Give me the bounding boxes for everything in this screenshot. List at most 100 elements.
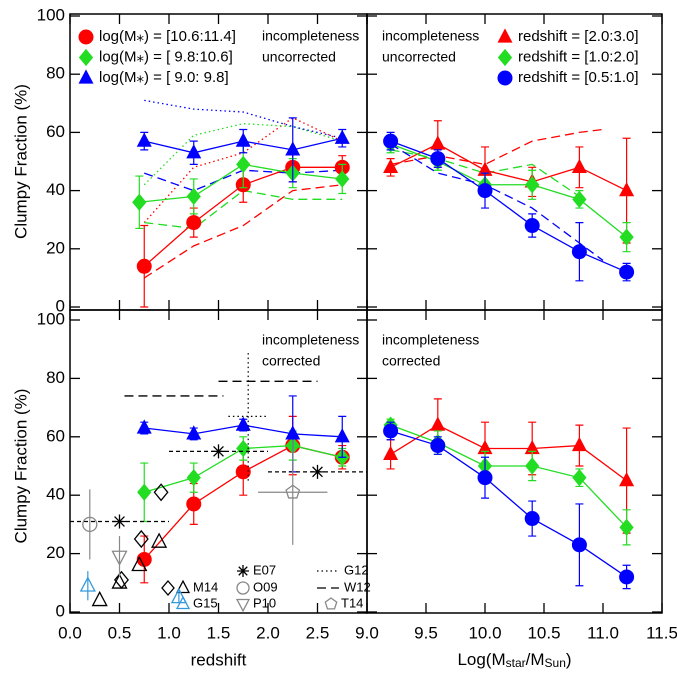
- legend-label: log(M⁎) = [ 9.8:10.6]: [99, 48, 233, 65]
- data-point: [235, 464, 251, 480]
- data-point: [619, 181, 635, 197]
- x-axis-label-part: ): [566, 650, 572, 669]
- reference-point: [113, 570, 129, 589]
- data-point: [477, 470, 493, 486]
- data-point: [136, 132, 152, 147]
- y-tick-label: 60: [46, 426, 65, 445]
- annotation: uncorrected: [262, 49, 336, 65]
- panel-frame: [69, 309, 368, 614]
- model-line: [143, 184, 343, 279]
- data-point: [186, 469, 201, 487]
- legend-label: log(M⁎) = [ 9.0: 9.8]: [99, 69, 229, 86]
- y-tick-label: 0: [56, 296, 65, 315]
- series-line: [390, 424, 628, 528]
- series-line: [390, 143, 628, 238]
- data-point: [430, 416, 446, 431]
- ref-legend-symbol: [175, 595, 191, 610]
- annotation: incompleteness: [382, 332, 479, 348]
- x-tick-label: 0.0: [58, 623, 82, 642]
- data-point: [430, 438, 446, 454]
- ref-legend-symbol: [175, 579, 191, 594]
- ref-legend-label: P10: [253, 595, 276, 610]
- data-point: [572, 469, 587, 487]
- y-tick-label: 100: [37, 309, 65, 328]
- data-point: [571, 158, 587, 173]
- x-axis-label: Log(Mstar/MSun): [457, 650, 571, 670]
- x-tick-label: 2.5: [306, 623, 330, 642]
- data-point: [236, 439, 251, 458]
- ref-legend-symbol: [237, 565, 249, 577]
- annotation: corrected: [382, 353, 440, 369]
- data-point: [477, 161, 493, 176]
- ref-legend-label: G12: [344, 562, 369, 577]
- reference-point: [151, 532, 168, 548]
- data-point: [571, 244, 587, 260]
- data-point: [619, 471, 635, 487]
- reference-point: [285, 484, 301, 499]
- annotation: corrected: [262, 353, 320, 369]
- data-point: [235, 416, 251, 431]
- x-tick-label: 10.5: [527, 623, 560, 642]
- legend-symbol: [78, 29, 94, 45]
- data-point: [136, 551, 152, 567]
- y-tick-label: 100: [37, 5, 65, 24]
- annotation: incompleteness: [382, 28, 479, 44]
- reference-point: [82, 516, 98, 533]
- ref-legend-symbol: [324, 597, 338, 610]
- panel-frame: [366, 309, 663, 614]
- x-axis-label-part: star: [506, 656, 526, 670]
- y-tick-label: 80: [46, 368, 65, 387]
- ref-legend-label: E07: [253, 562, 276, 577]
- y-tick-label: 40: [46, 180, 65, 199]
- data-point: [235, 132, 251, 147]
- data-point: [236, 155, 251, 174]
- series-line: [390, 424, 627, 482]
- x-tick-label: 11.5: [646, 623, 677, 642]
- reference-point: [91, 590, 108, 607]
- data-point: [619, 518, 634, 536]
- data-point: [524, 511, 540, 527]
- legend-label: redshift = [2.0:3.0]: [518, 28, 639, 45]
- y-tick-label: 80: [46, 64, 65, 83]
- annotation: uncorrected: [382, 49, 456, 65]
- x-axis-label-part: /M: [526, 650, 545, 669]
- reference-point: [112, 514, 127, 529]
- legend-label: redshift = [0.5:1.0]: [518, 69, 639, 86]
- legend-symbol: [78, 48, 94, 67]
- x-tick-label: 1.0: [157, 623, 181, 642]
- series-line: [390, 140, 627, 273]
- series-line: [390, 143, 627, 192]
- data-point: [186, 496, 202, 512]
- data-point: [524, 218, 540, 234]
- y-tick-label: 0: [56, 601, 65, 620]
- x-tick-label: 10.0: [468, 623, 501, 642]
- legend-symbol: [497, 48, 513, 67]
- y-tick-label: 40: [46, 485, 65, 504]
- data-point: [383, 158, 399, 173]
- y-axis-label: Clumpy Fraction (%): [11, 84, 30, 239]
- reference-point: [133, 529, 149, 549]
- ref-legend-label: W12: [344, 579, 371, 594]
- data-point: [285, 141, 301, 156]
- data-point: [525, 176, 540, 194]
- data-point: [132, 193, 147, 211]
- reference-point: [310, 464, 325, 479]
- reference-point: [131, 555, 148, 572]
- data-point: [383, 445, 399, 460]
- data-point: [285, 425, 301, 440]
- data-point: [572, 190, 587, 208]
- reference-point: [111, 550, 128, 566]
- x-tick-label: 0.5: [108, 623, 132, 642]
- data-point: [430, 151, 446, 167]
- data-point: [571, 537, 587, 553]
- x-tick-label: 1.5: [207, 623, 231, 642]
- x-tick-label: 9.0: [355, 623, 379, 642]
- annotation: incompleteness: [262, 28, 359, 44]
- x-tick-label: 2.0: [256, 623, 280, 642]
- data-point: [186, 144, 202, 159]
- data-point: [619, 264, 635, 280]
- y-axis-label: Clumpy Fraction (%): [11, 389, 30, 544]
- data-point: [524, 439, 540, 455]
- legend-label: redshift = [1.0:2.0]: [518, 48, 639, 65]
- series-line: [390, 430, 627, 578]
